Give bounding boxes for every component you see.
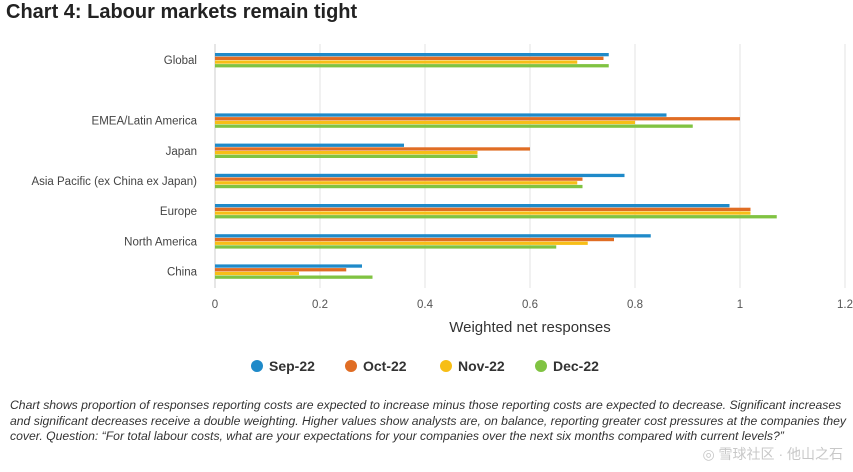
bar-sep-22 [215,173,625,178]
legend-marker [440,360,452,372]
bar-sep-22 [215,113,667,117]
x-tick-label: 0.2 [312,299,328,311]
category-label: China [167,267,198,279]
legend-label[interactable]: Dec-22 [553,358,599,374]
category-label: Asia Pacific (ex China ex Japan) [31,176,197,188]
bar-nov-22 [215,181,578,185]
x-tick-label: 0.6 [522,299,538,311]
legend: Sep-22 Oct-22 Nov-22 Dec-22 [251,358,599,374]
bar-nov-22 [215,211,751,215]
x-tick-label: 1.2 [837,299,853,311]
category-label: Europe [160,206,197,218]
bar-sep-22 [215,264,362,268]
watermark: ◎ 雪球社区 · 他山之石 [702,446,843,462]
bar-nov-22 [215,151,478,155]
bar-oct-22 [215,268,347,272]
bar-nov-22 [215,241,588,245]
bar-dec-22 [215,184,583,189]
x-tick-label: 0.8 [627,299,643,311]
bar-dec-22 [215,124,693,128]
category-label: EMEA/Latin America [92,116,198,128]
bar-sep-22 [215,143,404,147]
bars [215,53,777,279]
x-axis-title: Weighted net responses [449,319,611,336]
bar-nov-22 [215,60,578,64]
bar-nov-22 [215,271,299,276]
bar-dec-22 [215,64,609,68]
bar-oct-22 [215,207,751,211]
bar-oct-22 [215,147,530,151]
legend-marker [251,360,263,372]
x-tick-label: 1 [737,299,743,311]
category-label: Global [164,55,197,67]
bar-dec-22 [215,154,478,158]
legend-marker [535,360,547,372]
bar-sep-22 [215,234,651,238]
bar-oct-22 [215,117,740,121]
x-tick-label: 0 [212,299,218,311]
category-label: Japan [166,146,197,158]
bar-dec-22 [215,215,777,219]
legend-marker [345,360,357,372]
x-tick-label: 0.4 [417,299,434,311]
bar-chart: Global EMEA/Latin America Japan Asia Pacifi… [31,44,853,374]
bar-oct-22 [215,56,604,60]
gridlines [214,44,846,288]
legend-label[interactable]: Oct-22 [363,358,407,374]
bar-dec-22 [215,275,373,279]
bar-nov-22 [215,120,635,125]
legend-label[interactable]: Nov-22 [458,358,505,374]
category-label: North America [124,236,197,248]
bar-oct-22 [215,177,583,181]
chart-title: Chart 4: Labour markets remain tight [6,1,358,23]
bar-sep-22 [215,53,609,57]
chart-footnote: Chart shows proportion of responses repo… [10,398,846,443]
bar-sep-22 [215,204,730,208]
category-labels: Global EMEA/Latin America Japan Asia Pacifi… [31,55,197,278]
x-axis-ticks: 0 0.2 0.4 0.6 0.8 1 1.2 [212,299,853,311]
bar-oct-22 [215,237,614,242]
legend-label[interactable]: Sep-22 [269,358,315,374]
bar-dec-22 [215,245,557,249]
